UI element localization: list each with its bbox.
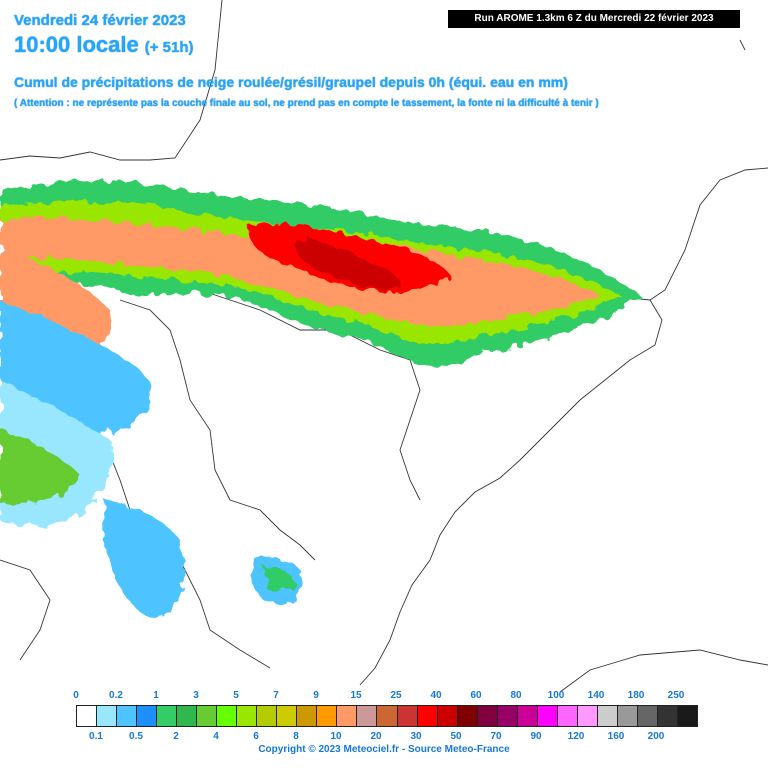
legend-bottom-label: 6	[253, 731, 259, 742]
legend-swatch	[317, 706, 338, 726]
forecast-lead: (+ 51h)	[144, 39, 194, 56]
legend-top-label: 60	[470, 690, 482, 701]
precip-field	[0, 180, 640, 620]
map-note: ( Attention : ne représente pas la couch…	[14, 98, 599, 109]
legend-swatch	[257, 706, 278, 726]
legend-bottom-label: 8	[293, 731, 299, 742]
legend-bottom-label: 120	[567, 731, 585, 742]
legend-swatch	[117, 706, 138, 726]
legend-swatch	[237, 706, 258, 726]
copyright: Copyright © 2023 Meteociel.fr - Source M…	[258, 744, 510, 755]
legend-bottom-label: 2	[173, 731, 179, 742]
legend-top-label: 100	[547, 690, 565, 701]
legend-top-label: 5	[233, 690, 239, 701]
legend-swatch	[197, 706, 218, 726]
legend-swatch	[517, 706, 538, 726]
legend-swatch	[97, 706, 118, 726]
legend-swatch	[77, 706, 98, 726]
legend-swatch	[357, 706, 378, 726]
legend-bottom-label: 10	[330, 731, 342, 742]
legend-swatch	[297, 706, 318, 726]
legend-swatches	[76, 705, 698, 727]
forecast-date: Vendredi 24 février 2023	[14, 12, 186, 29]
legend-top-label: 80	[510, 690, 522, 701]
legend-swatch	[137, 706, 158, 726]
legend-top-label: 7	[273, 690, 279, 701]
legend-top-label: 25	[390, 690, 402, 701]
legend-swatch	[557, 706, 578, 726]
legend-swatch	[537, 706, 558, 726]
legend-swatch	[277, 706, 298, 726]
legend-bottom-label: 30	[410, 731, 422, 742]
run-info: Run AROME 1.3km 6 Z du Mercredi 22 févri…	[448, 10, 740, 28]
legend-top-label: 250	[667, 690, 685, 701]
legend-bottom-label: 200	[647, 731, 665, 742]
legend-swatch	[657, 706, 678, 726]
legend-bottom-label: 0.1	[89, 731, 103, 742]
legend-bottom-label: 50	[450, 731, 462, 742]
legend-top-label: 15	[350, 690, 362, 701]
legend-bottom-label: 70	[490, 731, 502, 742]
legend-bottom-label: 0.5	[129, 731, 143, 742]
legend-swatch	[597, 706, 618, 726]
legend-swatch	[477, 706, 498, 726]
legend-top-label: 9	[313, 690, 319, 701]
legend-top-label: 3	[193, 690, 199, 701]
map-title: Cumul de précipitations de neige roulée/…	[14, 74, 568, 90]
legend-swatch	[637, 706, 658, 726]
legend-bottom-label: 90	[530, 731, 542, 742]
color-legend: 0 0.2 1 3 5 7 9 15 25 40 60 80 100 140 180 250 0.1 0.5 2 4 6…	[73, 688, 698, 748]
legend-swatch	[577, 706, 598, 726]
forecast-time-value: 10:00 locale	[14, 32, 139, 57]
legend-swatch	[217, 706, 238, 726]
legend-swatch	[437, 706, 458, 726]
legend-top-label: 180	[627, 690, 645, 701]
legend-top-label: 140	[587, 690, 605, 701]
legend-top-label: 40	[430, 690, 442, 701]
legend-swatch	[397, 706, 418, 726]
legend-swatch	[617, 706, 638, 726]
legend-swatch	[157, 706, 178, 726]
legend-bottom-label: 20	[370, 731, 382, 742]
legend-swatch	[377, 706, 398, 726]
legend-bottom-label: 4	[213, 731, 219, 742]
legend-swatch	[417, 706, 438, 726]
legend-swatch	[497, 706, 518, 726]
legend-bottom-label: 160	[607, 731, 625, 742]
legend-swatch	[677, 706, 697, 726]
legend-swatch	[177, 706, 198, 726]
legend-swatch	[457, 706, 478, 726]
legend-top-label: 0	[73, 690, 79, 701]
legend-top-label: 1	[153, 690, 159, 701]
legend-swatch	[337, 706, 358, 726]
forecast-time: 10:00 locale (+ 51h)	[14, 32, 194, 58]
legend-top-label: 0.2	[109, 690, 123, 701]
